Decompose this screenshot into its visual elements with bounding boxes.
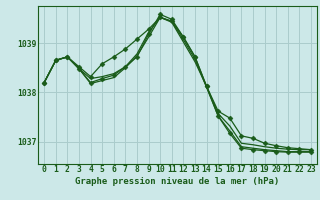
X-axis label: Graphe pression niveau de la mer (hPa): Graphe pression niveau de la mer (hPa) <box>76 177 280 186</box>
